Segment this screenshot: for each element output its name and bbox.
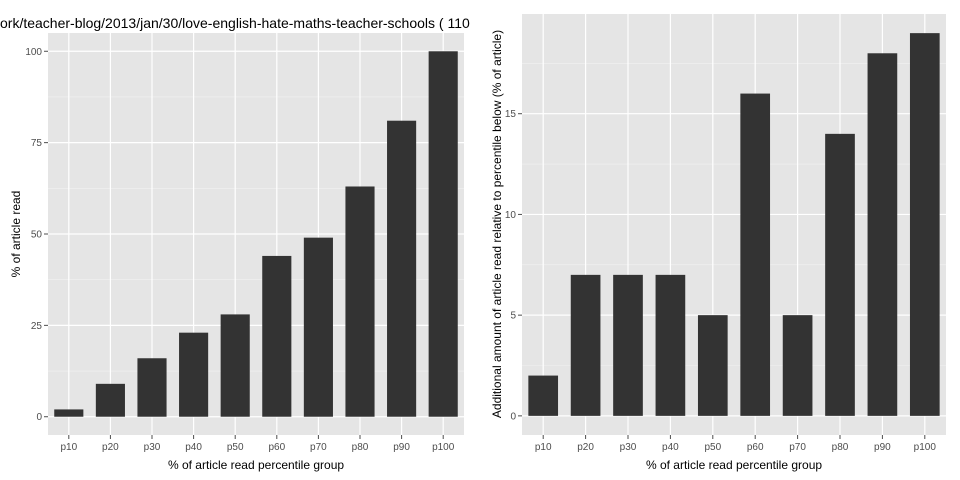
x-tick-label: p10 bbox=[535, 442, 552, 453]
y-tick-label: 75 bbox=[31, 138, 43, 149]
y-axis-ticks-right: 0 5 10 15 bbox=[505, 109, 522, 422]
bar-p50 bbox=[220, 314, 250, 417]
x-tick-label: p80 bbox=[832, 442, 849, 453]
x-tick-label: p20 bbox=[102, 442, 119, 453]
bar-p80 bbox=[825, 133, 855, 416]
x-tick-label: p100 bbox=[914, 442, 937, 453]
y-tick-label: 15 bbox=[505, 109, 517, 120]
x-axis-title-right: % of article read percentile group bbox=[646, 458, 822, 472]
bars-right bbox=[528, 33, 940, 416]
x-tick-label: p90 bbox=[874, 442, 891, 453]
bar-p60 bbox=[740, 93, 771, 416]
bar-p80 bbox=[345, 186, 375, 417]
bar-p90 bbox=[387, 120, 417, 417]
bar-p10 bbox=[528, 375, 559, 416]
x-tick-label: p30 bbox=[620, 442, 637, 453]
y-tick-label: 10 bbox=[505, 210, 517, 221]
y-tick-label: 100 bbox=[25, 47, 42, 58]
bar-p70 bbox=[303, 237, 333, 417]
x-tick-label: p20 bbox=[577, 442, 594, 453]
y-axis-title-right: Additional amount of article read relati… bbox=[490, 30, 504, 418]
x-tick-label: p60 bbox=[747, 442, 764, 453]
x-tick-label: p100 bbox=[432, 442, 455, 453]
chart-right: 0 5 10 15 p10 p20 p30 p40 p50 p60 p70 p80 p90 p100 %… bbox=[490, 14, 946, 472]
chart-title-left: ork/teacher-blog/2013/jan/30/love-englis… bbox=[0, 15, 470, 31]
bar-p100 bbox=[428, 51, 458, 417]
y-tick-label: 25 bbox=[31, 321, 43, 332]
x-tick-label: p40 bbox=[185, 442, 202, 453]
x-tick-label: p70 bbox=[310, 442, 327, 453]
x-tick-label: p30 bbox=[144, 442, 161, 453]
bar-p30 bbox=[613, 274, 643, 416]
y-tick-label: 0 bbox=[36, 412, 42, 423]
x-axis-ticks-right: p10 p20 p30 p40 p50 p60 p70 p80 p90 p100 bbox=[535, 435, 937, 453]
y-tick-label: 5 bbox=[510, 311, 516, 322]
x-tick-label: p50 bbox=[227, 442, 244, 453]
bar-p40 bbox=[655, 274, 686, 416]
x-tick-label: p80 bbox=[352, 442, 369, 453]
bar-p10 bbox=[54, 409, 84, 417]
bar-p70 bbox=[782, 315, 813, 416]
x-tick-label: p10 bbox=[60, 442, 77, 453]
x-tick-label: p60 bbox=[268, 442, 285, 453]
bars-left bbox=[54, 51, 458, 417]
y-tick-label: 50 bbox=[31, 230, 43, 241]
x-tick-label: p50 bbox=[704, 442, 721, 453]
bar-p40 bbox=[179, 332, 209, 417]
bar-p20 bbox=[570, 274, 601, 416]
bar-p30 bbox=[137, 358, 167, 417]
bar-p50 bbox=[697, 315, 728, 416]
bar-p60 bbox=[262, 255, 292, 417]
y-axis-ticks-left: 0 25 50 75 100 bbox=[25, 47, 48, 423]
x-axis-ticks-left: p10 p20 p30 p40 p50 p60 p70 p80 p90 p100 bbox=[60, 435, 455, 453]
bar-p100 bbox=[909, 33, 940, 416]
y-tick-label: 0 bbox=[510, 411, 516, 422]
bar-p20 bbox=[95, 383, 125, 417]
x-tick-label: p70 bbox=[789, 442, 806, 453]
bar-p90 bbox=[867, 53, 898, 416]
x-tick-label: p40 bbox=[662, 442, 679, 453]
x-axis-title-left: % of article read percentile group bbox=[168, 458, 344, 472]
y-axis-title-left: % of article read bbox=[9, 191, 23, 278]
x-tick-label: p90 bbox=[393, 442, 410, 453]
